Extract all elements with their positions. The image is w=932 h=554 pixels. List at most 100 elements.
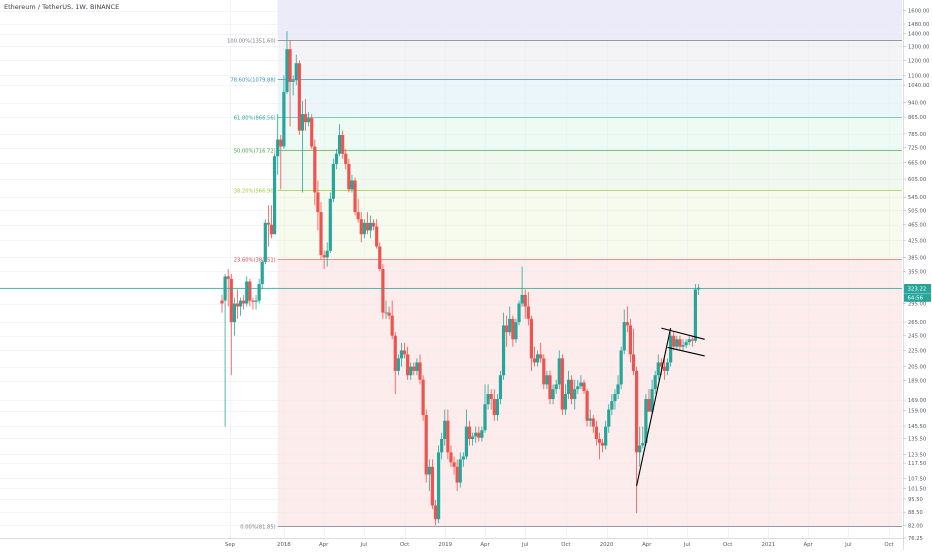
candle-body xyxy=(535,354,540,363)
candle-body xyxy=(641,442,645,446)
candle-body xyxy=(319,212,323,256)
candle-body xyxy=(288,49,292,82)
candle xyxy=(303,99,308,131)
candle xyxy=(279,135,283,190)
candle-body xyxy=(619,350,623,385)
candle xyxy=(415,358,419,376)
candle-body xyxy=(362,222,366,235)
price-axis-label: 295.00 xyxy=(908,302,926,308)
candle-body xyxy=(539,354,543,359)
candle xyxy=(619,346,623,390)
candle xyxy=(263,219,267,265)
candle xyxy=(242,294,246,310)
candle xyxy=(409,362,413,380)
candle xyxy=(412,362,416,376)
candle-body xyxy=(656,362,660,376)
price-axis-label: 135.50 xyxy=(908,436,926,442)
candle-body xyxy=(297,63,301,131)
candle xyxy=(551,384,555,405)
candle xyxy=(254,294,258,310)
candle xyxy=(260,259,264,290)
candle xyxy=(684,339,688,349)
candle-body xyxy=(520,294,524,304)
candle xyxy=(421,375,425,421)
candle xyxy=(424,409,428,483)
fib-band xyxy=(277,78,902,117)
candle-body xyxy=(662,366,667,371)
candle xyxy=(375,219,379,249)
fib-level-label: 61.80%(866.56) xyxy=(234,116,276,122)
candle-body xyxy=(607,409,611,427)
price-axis-label: 225.00 xyxy=(908,348,926,354)
time-axis-label: 2021 xyxy=(761,542,775,548)
candle-body xyxy=(542,358,546,385)
candle-body xyxy=(294,63,298,81)
candle-body xyxy=(381,269,385,313)
candle xyxy=(514,318,518,343)
candle-body xyxy=(341,135,345,154)
candle-body xyxy=(316,192,320,213)
candle xyxy=(337,124,342,157)
candle xyxy=(486,384,490,410)
time-axis-label: Apr xyxy=(803,542,813,548)
candle xyxy=(610,394,614,416)
candle xyxy=(356,198,360,223)
price-axis-label: 865.00 xyxy=(908,115,926,121)
fib-level-label: 100.00%(1351.60) xyxy=(227,39,276,45)
candle xyxy=(678,335,682,351)
price-axis-label: 76.25 xyxy=(908,536,923,542)
candle-body xyxy=(622,322,626,351)
candle xyxy=(681,339,685,351)
candle xyxy=(248,278,252,307)
candle-body xyxy=(229,278,233,323)
candle-body xyxy=(610,401,614,410)
candle xyxy=(238,297,243,316)
candle xyxy=(672,332,676,351)
price-axis-label: 82.00 xyxy=(908,523,923,529)
candle-body xyxy=(285,49,289,92)
candle-body xyxy=(245,281,249,304)
candle xyxy=(372,219,376,231)
candle-body xyxy=(424,415,428,475)
candle xyxy=(560,354,564,416)
candle-body xyxy=(557,358,561,385)
candle-body xyxy=(396,358,400,371)
candle-body xyxy=(387,312,391,316)
price-axis-label: 159.00 xyxy=(908,409,926,415)
candle xyxy=(492,389,496,421)
countdown-badge-bg xyxy=(904,293,931,302)
last-price-badge-bg xyxy=(904,284,931,293)
candle xyxy=(520,266,524,307)
candle-body xyxy=(681,345,685,347)
candle-body xyxy=(467,426,472,439)
candle xyxy=(440,432,444,460)
candle-body xyxy=(585,391,589,421)
candle-body xyxy=(675,339,679,347)
price-axis-label: 355.00 xyxy=(908,269,926,275)
candle xyxy=(396,354,400,376)
candle xyxy=(368,215,373,239)
candle-body xyxy=(508,318,512,333)
time-axis-label: 2019 xyxy=(438,542,452,548)
time-axis-label: Oct xyxy=(884,542,893,548)
candle-body xyxy=(353,180,357,213)
candle-body xyxy=(597,438,602,443)
candle-body xyxy=(248,281,252,301)
candle-body xyxy=(251,300,255,302)
candle xyxy=(573,379,577,410)
candle xyxy=(498,370,503,405)
price-axis-label: 1300.00 xyxy=(908,44,929,50)
candle xyxy=(316,180,320,231)
grid-lines xyxy=(0,0,902,539)
candle-body xyxy=(399,350,404,359)
candle-body xyxy=(464,426,469,457)
candle xyxy=(613,389,617,410)
candle-body xyxy=(415,362,419,371)
candle xyxy=(294,54,298,86)
candle xyxy=(597,432,602,460)
candle xyxy=(495,394,499,421)
candle xyxy=(545,370,549,390)
candle-body xyxy=(325,250,329,258)
candle xyxy=(251,297,255,310)
